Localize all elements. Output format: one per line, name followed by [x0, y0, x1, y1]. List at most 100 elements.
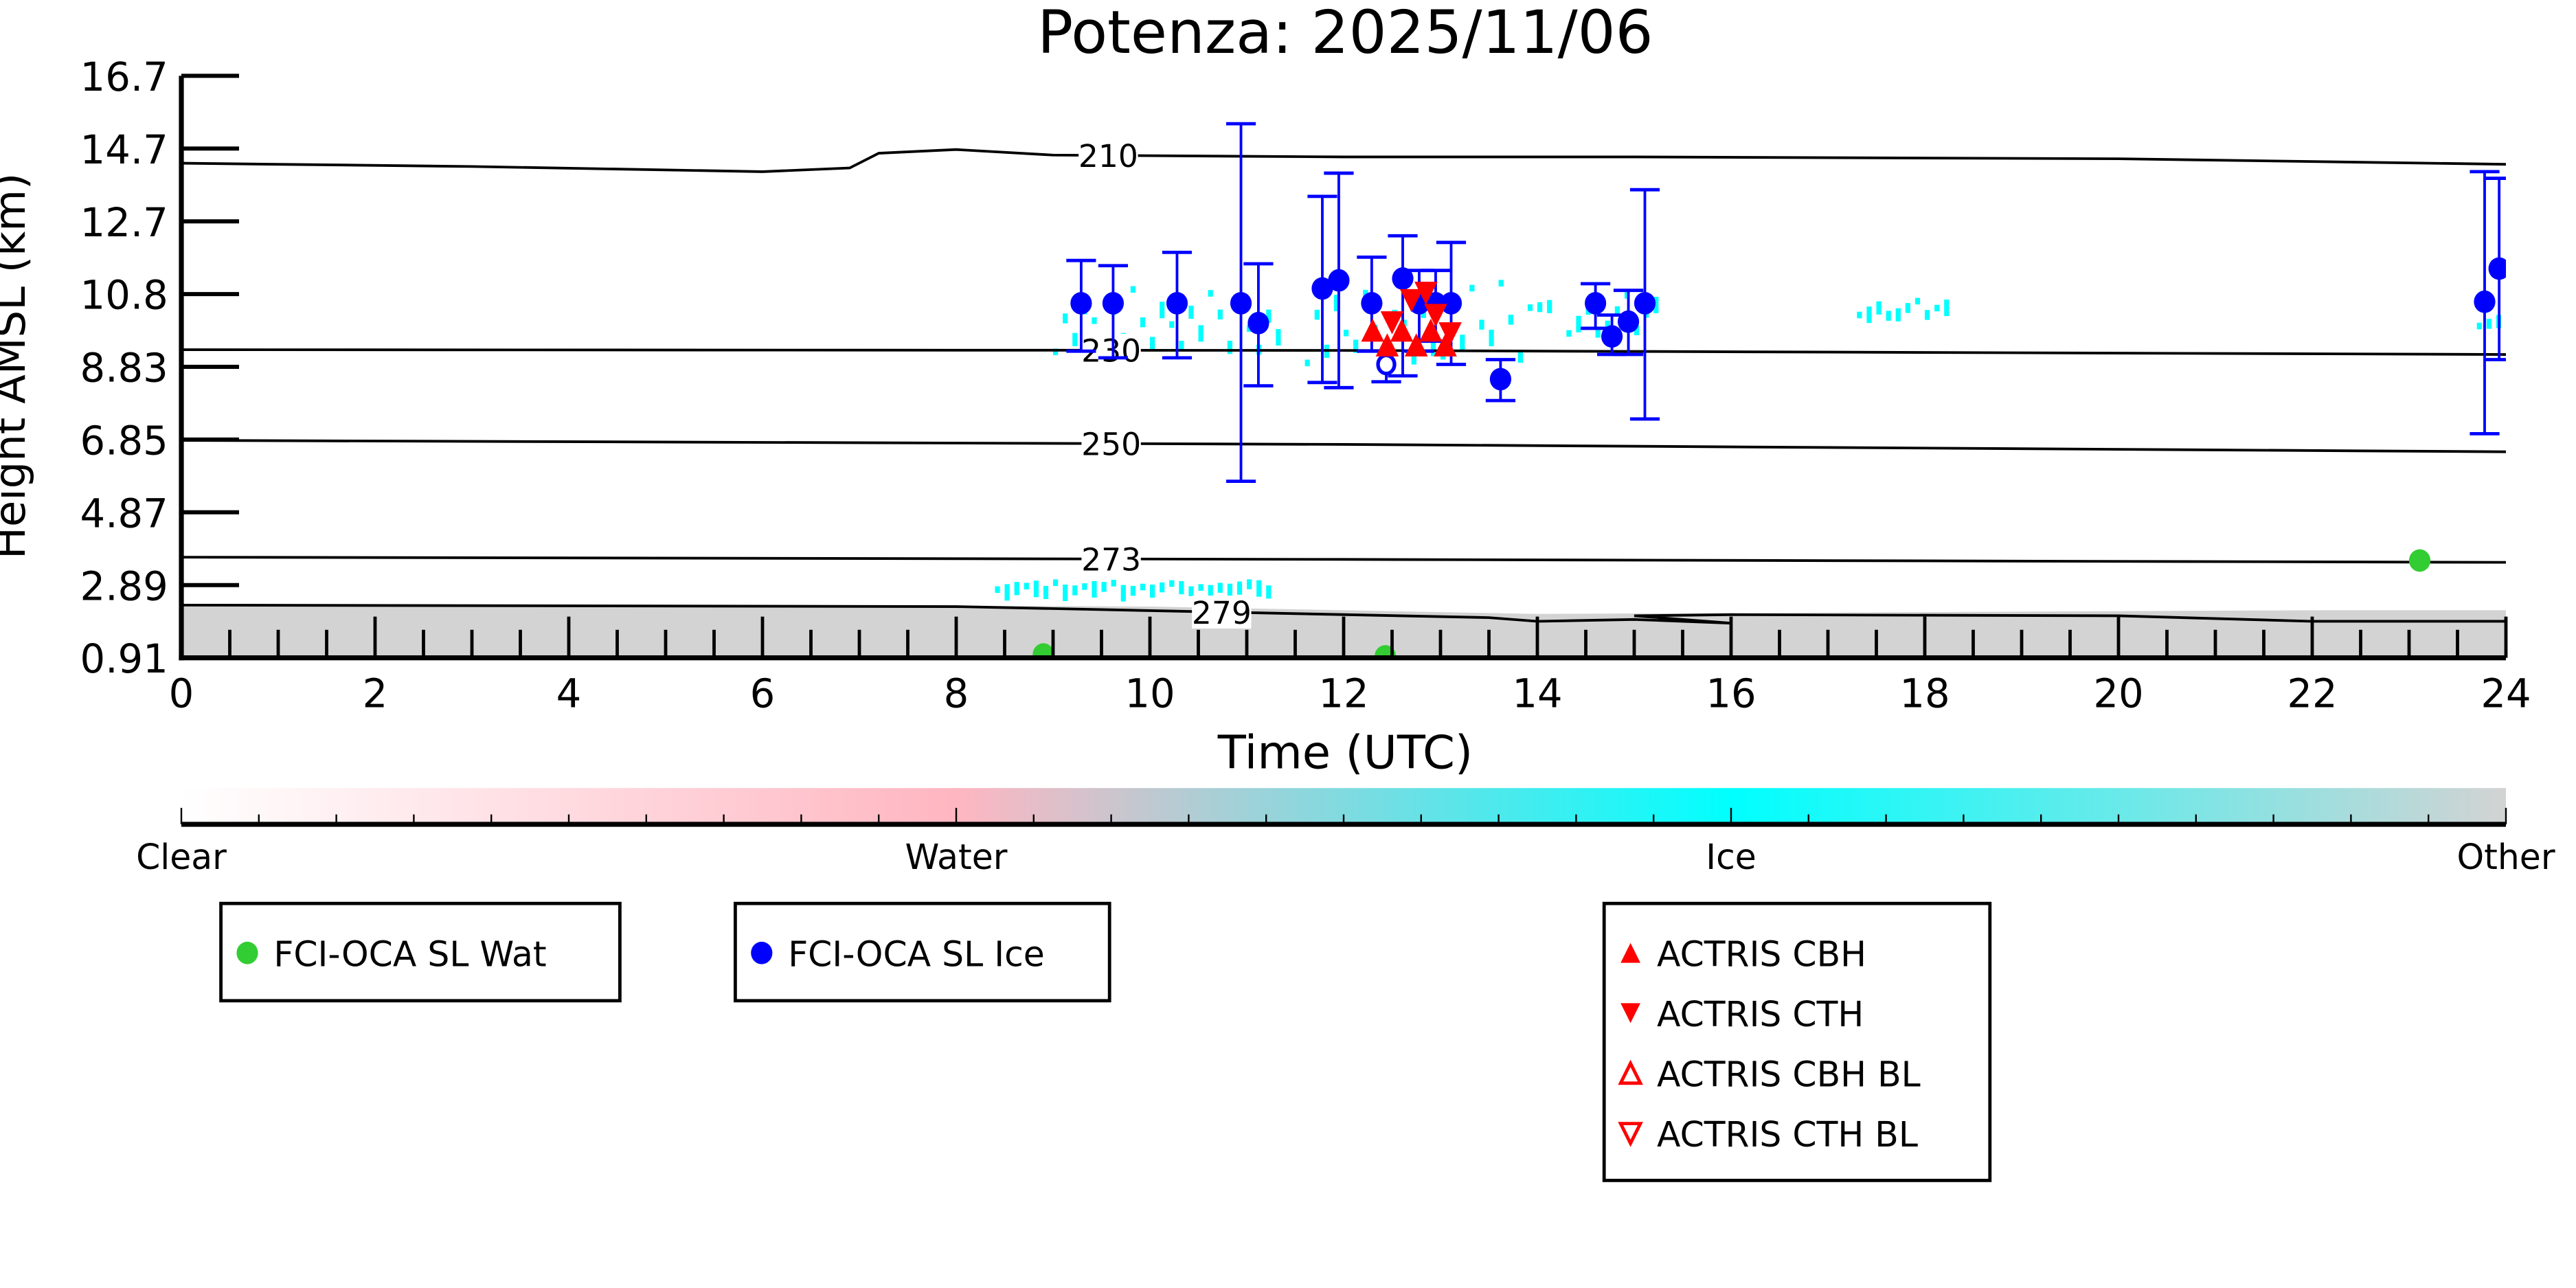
ice-pixel	[1120, 585, 1126, 602]
ice-pixel	[1430, 339, 1436, 357]
data-points	[1032, 122, 2506, 658]
data-point-actris-cbh	[1404, 333, 1428, 357]
ice-pixel	[1498, 280, 1504, 286]
data-point-actris-cbh	[1390, 318, 1414, 342]
ice-pixel	[1227, 583, 1232, 600]
ice-pixel	[1566, 330, 1572, 337]
x-tick-label: 6	[750, 671, 776, 717]
y-tick-label: 14.7	[80, 127, 168, 173]
legend-box: FCI-OCA SL Ice	[734, 901, 1111, 1003]
data-point-fci-oca-sl-ice	[1230, 292, 1252, 315]
legends: FCI-OCA SL Wat FCI-OCA SL Ice ACTRIS CBHAC…	[219, 901, 1992, 1182]
data-point-fci-oca-sl-ice	[1617, 310, 1640, 333]
x-tick-label: 12	[1318, 671, 1368, 717]
ice-pixel	[1140, 317, 1146, 328]
data-point-fci-oca-sl-ice	[1440, 292, 1462, 315]
ice-pixel	[1130, 286, 1136, 293]
x-axis-label: Time (UTC)	[1217, 725, 1473, 779]
ice-pixel	[1653, 297, 1659, 314]
y-axis-label: Height AMSL (km)	[0, 173, 35, 559]
ice-pixel	[1508, 315, 1513, 325]
data-point-fci-oca-sl-ice	[1601, 325, 1623, 348]
ice-pixel	[1247, 579, 1252, 589]
ice-pixel	[1188, 586, 1194, 596]
ice-pixel	[1886, 310, 1891, 321]
contour-label: 279	[1192, 595, 1252, 631]
ice-pixel	[1092, 580, 1097, 598]
data-point-fci-oca-sl-ice	[2474, 290, 2496, 313]
ice-pixel	[1217, 309, 1223, 320]
data-point-fci-oca-sl-ice	[1247, 312, 1269, 335]
ice-pixel	[1188, 305, 1194, 319]
legend-box: ACTRIS CBH ACTRIS CTH ACTRIS CBH BL ACTRIS …	[1602, 901, 1992, 1182]
ice-pixel	[1517, 350, 1523, 363]
ice-pixel	[1634, 325, 1640, 336]
ice-pixel	[1934, 304, 1940, 312]
ice-pixel	[1130, 585, 1136, 596]
ice-pixel	[1537, 302, 1543, 313]
data-point-actris-cth	[1424, 304, 1447, 327]
ice-pixel	[2476, 322, 2482, 330]
contour-label-bg	[1078, 139, 1138, 172]
x-tick-label: 22	[2287, 671, 2337, 717]
ice-pixel	[1314, 309, 1320, 320]
x-tick-label: 2	[363, 671, 388, 717]
colorbar: Clear Water Ice Other	[136, 788, 2555, 877]
ice-pixel	[1198, 325, 1204, 342]
ice-pixel	[1944, 300, 1950, 317]
data-point-actris-cbh	[1361, 318, 1385, 342]
ice-pixel	[1479, 319, 1484, 330]
ice-pixel	[1024, 583, 1029, 590]
ice-pixel	[1925, 310, 1930, 320]
chart-title: Potenza: 2025/11/06	[1037, 0, 1653, 67]
legend-label: ACTRIS CTH	[1657, 994, 1864, 1035]
data-point-actris-cth	[1399, 289, 1423, 313]
contour-label: 273	[1081, 541, 1141, 578]
legend-marker	[1620, 1003, 1640, 1024]
legend-frame	[1602, 901, 1992, 1182]
ice-pixel	[1150, 337, 1155, 350]
legend-label: ACTRIS CTH BL	[1657, 1114, 1918, 1155]
x-tick-label: 10	[1125, 671, 1175, 717]
x-tick-label: 0	[169, 671, 194, 717]
temperature-contour	[181, 348, 2506, 356]
y-tick-label: 0.91	[80, 636, 168, 682]
ice-pixel	[1304, 359, 1310, 367]
y-tick-label: 12.7	[80, 200, 168, 246]
ice-pixel	[1866, 306, 1872, 324]
y-tick-label: 6.85	[80, 418, 168, 464]
ice-pixel	[1169, 321, 1175, 328]
ice-pixel	[1072, 332, 1078, 346]
legend-marker	[1618, 1122, 1643, 1147]
temperature-contour	[181, 556, 2506, 564]
colorbar-label-other: Other	[2456, 837, 2555, 877]
legend-box: FCI-OCA SL Wat	[219, 901, 622, 1003]
data-point-open	[1376, 353, 1397, 376]
ice-pixel	[1624, 292, 1630, 299]
colorbar-label-clear: Clear	[136, 837, 227, 877]
legend-marker	[236, 941, 258, 964]
data-point-fci-oca-sl-wat	[1032, 643, 1054, 658]
ice-pixel	[1914, 297, 1921, 305]
ice-pixel	[1266, 585, 1272, 599]
ice-pixel	[1411, 354, 1416, 365]
data-point-fci-oca-sl-ice	[1311, 277, 1333, 300]
ice-pixel	[1053, 579, 1059, 587]
ice-pixel	[1595, 328, 1601, 338]
data-point-fci-oca-sl-ice	[1392, 267, 1414, 290]
ice-pixel	[1227, 341, 1232, 354]
ice-pixel	[1208, 585, 1213, 598]
contour-label-bg	[1081, 542, 1141, 576]
ice-pixel	[1082, 583, 1087, 590]
legend-frame	[734, 901, 1111, 1003]
ice-pixel	[1014, 582, 1019, 596]
data-point-fci-oca-sl-ice	[1585, 292, 1607, 315]
data-point-actris-cbh	[1375, 333, 1399, 357]
data-point-fci-oca-sl-wat	[2408, 549, 2431, 572]
data-point-fci-oca-sl-ice	[1634, 292, 1656, 315]
legend-marker	[751, 941, 773, 964]
data-point-fci-oca-sl-ice	[1102, 292, 1125, 315]
